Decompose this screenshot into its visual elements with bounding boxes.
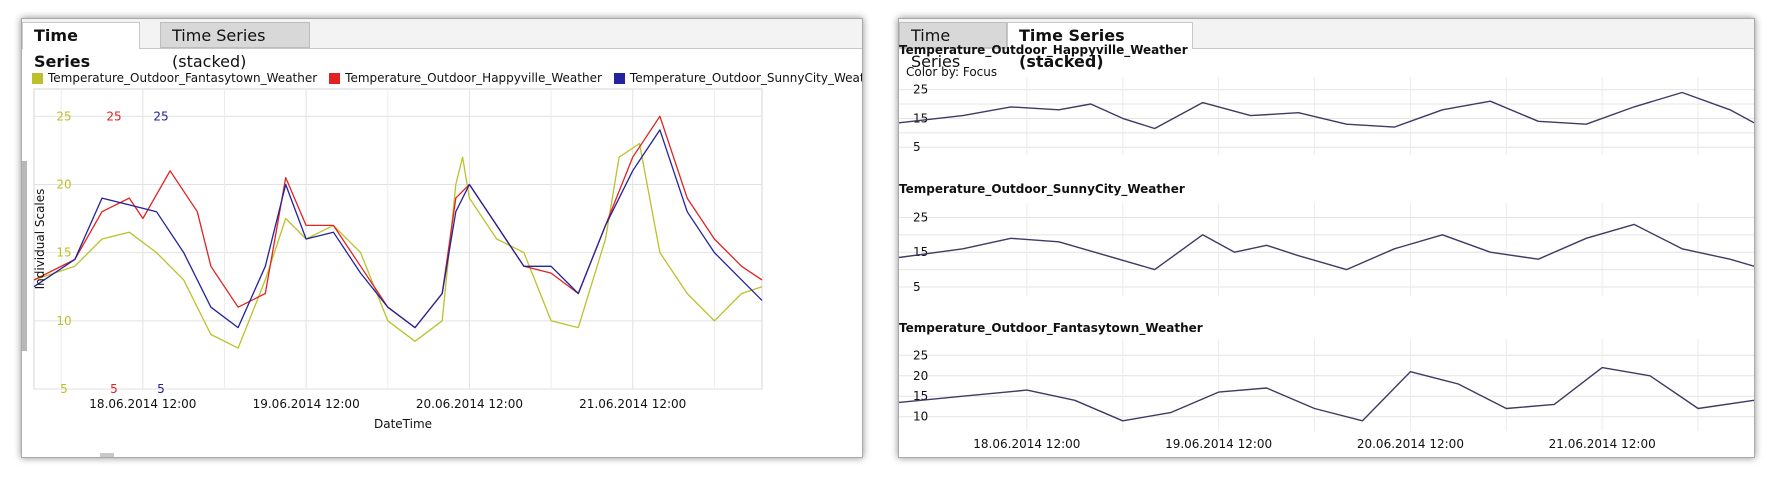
legend-swatch — [329, 72, 341, 84]
tab-bar: Time Series Time Series (stacked) — [22, 19, 862, 71]
x-tick-label: 19.06.2014 12:00 — [253, 397, 360, 411]
y-tick-label: 5 — [60, 382, 68, 396]
plot-area — [33, 88, 763, 390]
x-tick-label: 20.06.2014 12:00 — [416, 397, 523, 411]
tab-time-series-stacked[interactable]: Time Series (stacked) — [1007, 22, 1193, 71]
y-tick-label: 25 — [913, 83, 928, 97]
legend-swatch — [613, 72, 625, 84]
x-tick-label: 18.06.2014 12:00 — [89, 397, 196, 411]
color-by-label: Color by: Focus — [906, 65, 998, 79]
y-tick-label: 25 — [106, 109, 121, 123]
tab-time-series[interactable]: Time Series — [899, 22, 1007, 71]
x-tick-label: 21.06.2014 12:00 — [579, 397, 686, 411]
x-tick-label: 21.06.2014 12:00 — [1549, 437, 1656, 451]
y-tick-label: 15 — [913, 111, 928, 125]
vertical-scrollbar-thumb[interactable] — [22, 161, 27, 351]
y-tick-label: 25 — [153, 109, 168, 123]
y-tick-label: 5 — [913, 140, 921, 154]
stacked-title-happyville: Temperature_Outdoor_Happyville_Weather — [899, 43, 1188, 57]
horizontal-scrollbar-thumb[interactable] — [100, 453, 114, 457]
y-tick-label: 25 — [913, 348, 928, 362]
legend-label: Temperature_Outdoor_Happyville_Weather — [345, 71, 602, 85]
stacked-series-line-0 — [899, 91, 1754, 130]
y-tick-label: 25 — [56, 109, 71, 123]
legend-item-happyville[interactable]: Temperature_Outdoor_Happyville_Weather — [329, 71, 602, 85]
y-tick-label: 25 — [913, 210, 928, 224]
series-line-2 — [33, 129, 763, 329]
time-series-chart[interactable]: 18.06.2014 12:00 19.06.2014 12:00 20.06.20… — [22, 19, 862, 457]
stacked-series-line-1 — [899, 223, 1754, 271]
stacked-series-line-2 — [899, 366, 1754, 422]
series-line-0 — [33, 142, 763, 349]
legend-label: Temperature_Outdoor_Fantasytown_Weather — [48, 71, 318, 85]
y-tick-label: 5 — [913, 280, 921, 294]
time-series-panel: Time Series Time Series (stacked) Temper… — [21, 18, 863, 458]
y-tick-label: 10 — [913, 410, 928, 424]
y-tick-label: 20 — [913, 369, 928, 383]
y-tick-label: 15 — [56, 246, 71, 260]
y-tick-label: 15 — [913, 245, 928, 259]
x-tick-label: 20.06.2014 12:00 — [1357, 437, 1464, 451]
y-tick-label: 20 — [56, 177, 71, 191]
tab-time-series[interactable]: Time Series — [22, 22, 140, 71]
tab-bar: Time Series Time Series (stacked) — [899, 19, 1754, 71]
x-axis-label: DateTime — [374, 417, 432, 431]
y-tick-label: 5 — [157, 382, 165, 396]
stacked-title-sunnycity: Temperature_Outdoor_SunnyCity_Weather — [899, 182, 1185, 196]
legend-item-sunnycity[interactable]: Temperature_Outdoor_SunnyCity_Weather — [613, 71, 863, 85]
y-axis-label: Individual Scales — [33, 189, 47, 290]
legend-item-fantasytown[interactable]: Temperature_Outdoor_Fantasytown_Weather — [32, 71, 317, 85]
x-tick-label: 19.06.2014 12:00 — [1165, 437, 1272, 451]
y-tick-label: 10 — [56, 314, 71, 328]
tab-time-series-stacked[interactable]: Time Series (stacked) — [160, 22, 310, 71]
y-tick-label: 5 — [110, 382, 118, 396]
x-tick-label: 18.06.2014 12:00 — [973, 437, 1080, 451]
stacked-title-fantasytown: Temperature_Outdoor_Fantasytown_Weather — [899, 321, 1203, 335]
legend-label: Temperature_Outdoor_SunnyCity_Weather — [629, 71, 863, 85]
time-series-stacked-panel: Time Series Time Series (stacked) Temper… — [898, 18, 1755, 458]
chart-legend: Temperature_Outdoor_Fantasytown_Weather … — [32, 71, 863, 85]
legend-swatch — [32, 72, 43, 84]
